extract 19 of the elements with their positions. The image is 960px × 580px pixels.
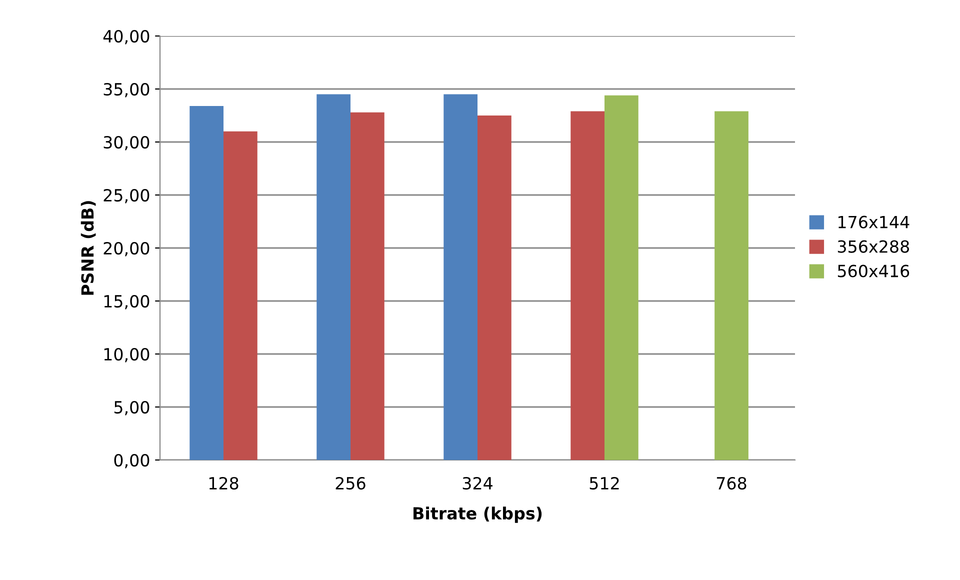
y-tick-label: 40,00 xyxy=(103,30,150,44)
y-tick-label: 10,00 xyxy=(104,348,150,362)
y-tick-label: 25,00 xyxy=(104,188,150,204)
y-tick-label: 15,00 xyxy=(104,294,150,310)
y-tick-label: 30,00 xyxy=(104,136,150,150)
x-tick-label: 128 xyxy=(209,476,238,490)
y-tick-label: 35,00 xyxy=(104,82,150,98)
x-tick-label: 768 xyxy=(716,476,746,490)
y-tick-label: 5,00 xyxy=(114,400,150,416)
x-tick-label: 512 xyxy=(590,476,619,490)
legend-label: 356x288 xyxy=(838,240,910,253)
legend-label: 176x144 xyxy=(838,216,910,228)
y-tick-label: 0,00 xyxy=(114,454,150,468)
x-axis-title: Bitrate (kbps) xyxy=(414,506,542,523)
legend-label: 560x416 xyxy=(838,264,910,278)
y-axis-title: PSNR (dB) xyxy=(80,201,96,295)
x-tick-label: 256 xyxy=(336,476,366,490)
x-tick-label: 324 xyxy=(462,476,492,490)
y-tick-label: 20,00 xyxy=(104,242,150,256)
